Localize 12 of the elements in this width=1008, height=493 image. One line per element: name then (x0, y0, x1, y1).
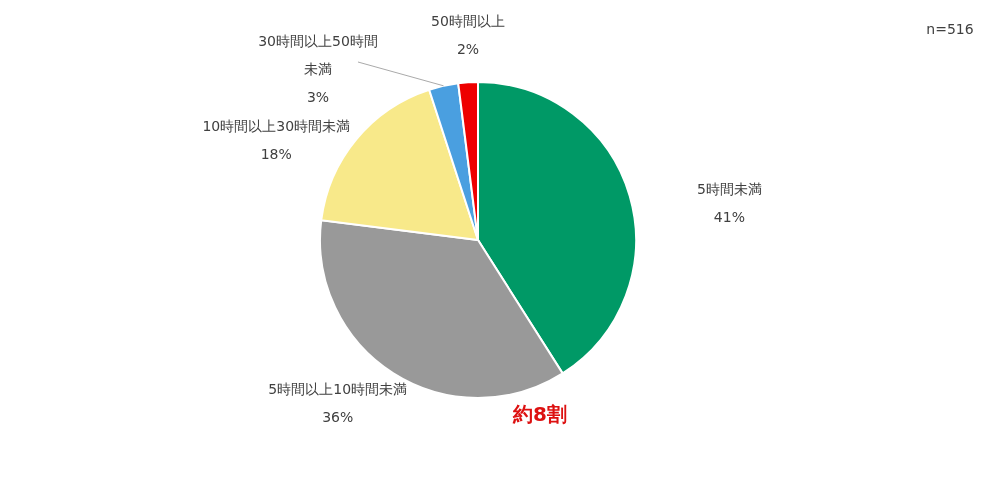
data-label: 41% (713, 209, 745, 226)
data-label: 3% (306, 89, 330, 105)
data-label: 36% (322, 409, 354, 426)
slice-label: 5時間未満 (696, 181, 762, 198)
text: 約8割 (512, 402, 567, 426)
slice-label: 50時間以上 (431, 13, 505, 29)
data-label: 2% (456, 41, 480, 57)
data-label: 18% (260, 145, 292, 162)
slice-label: 10時間以上30時間未満 (202, 117, 351, 134)
slice-label: 5時間以上10時間未満 (268, 381, 408, 398)
text: n=516 (926, 21, 974, 37)
slice-label: 30時間以上50時間未満 (258, 33, 378, 77)
